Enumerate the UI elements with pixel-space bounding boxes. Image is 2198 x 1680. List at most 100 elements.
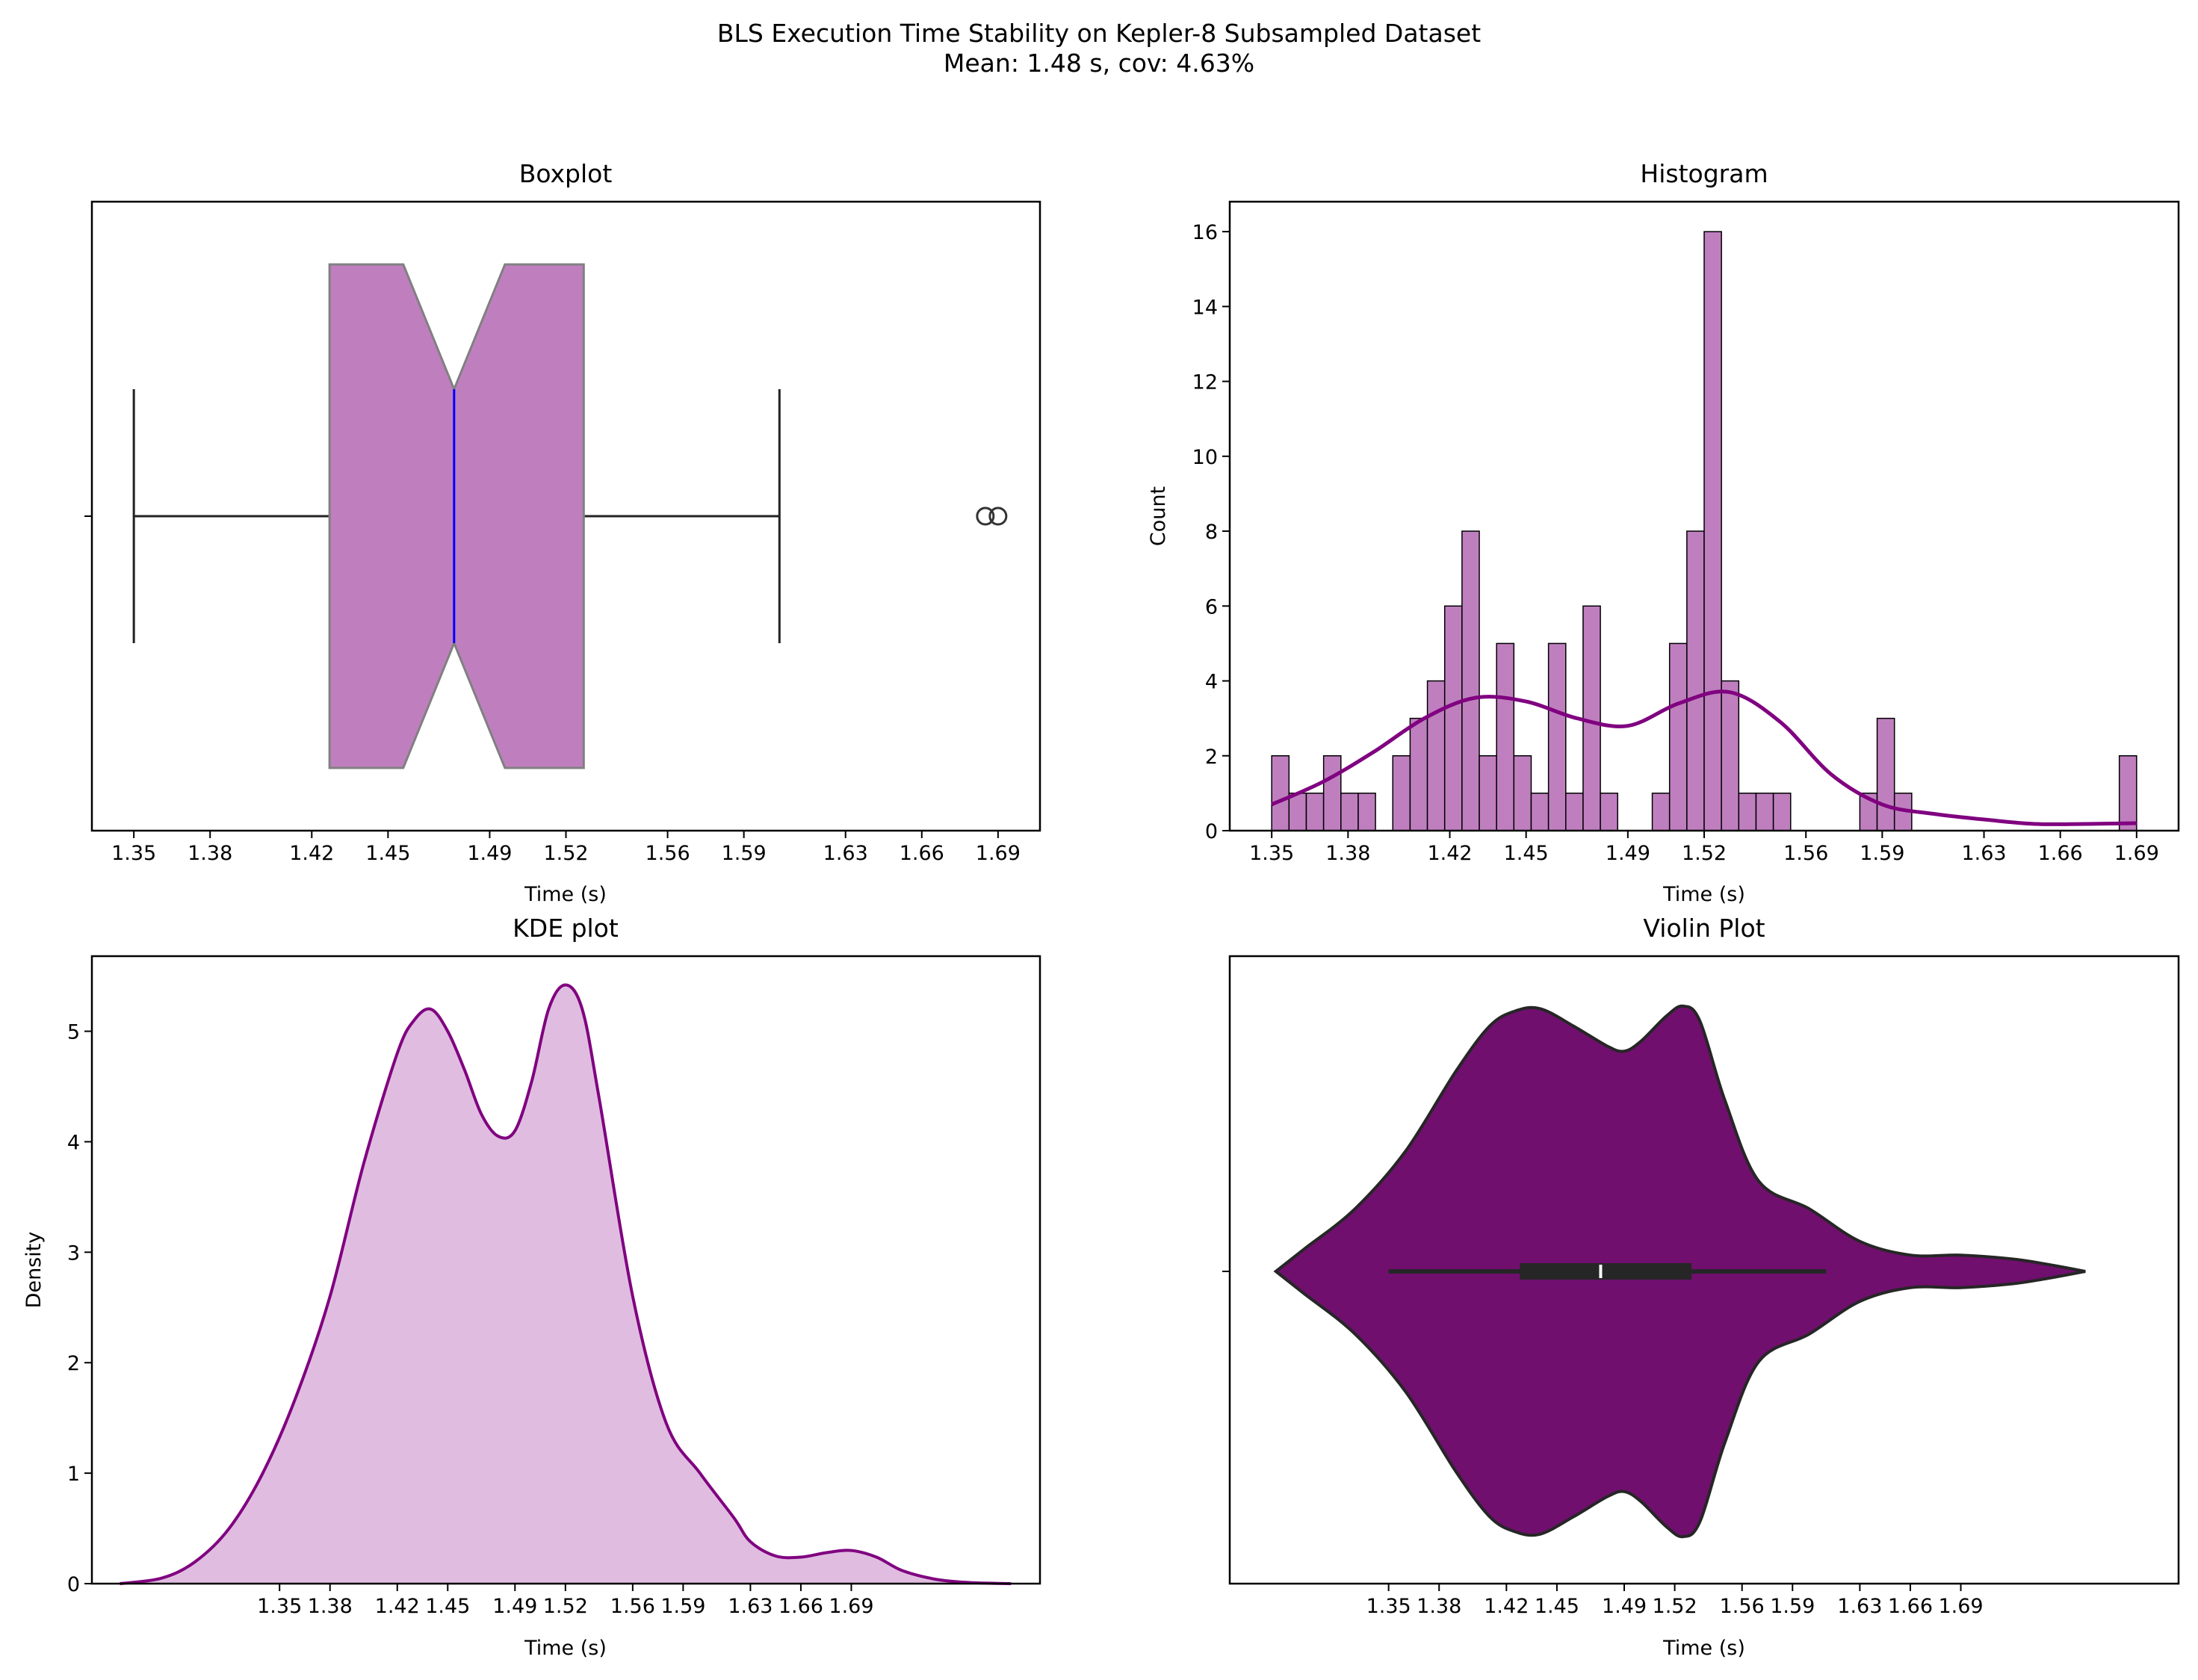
histogram-xtick-label: 1.42 xyxy=(1427,842,1472,865)
histogram-bar xyxy=(1443,605,1463,831)
histogram-bar xyxy=(1461,530,1480,831)
figure-subtitle: Mean: 1.48 s, cov: 4.63% xyxy=(944,49,1254,78)
histogram-bar xyxy=(1600,793,1618,831)
histogram-bar xyxy=(1738,793,1757,831)
histogram-bar xyxy=(1513,755,1532,831)
histogram-bar xyxy=(1547,642,1567,831)
boxplot-xlabel: Time (s) xyxy=(524,883,607,906)
histogram-bar xyxy=(1322,755,1342,831)
histogram-bar xyxy=(1479,755,1497,831)
histogram-xtick-label: 1.35 xyxy=(1249,842,1294,865)
kde-xtick-label: 1.38 xyxy=(308,1595,353,1618)
violin-xtick-label: 1.52 xyxy=(1653,1595,1697,1618)
violin-xtick-label: 1.59 xyxy=(1770,1595,1815,1618)
histogram-bar xyxy=(1340,793,1359,831)
kde-ytick-label: 3 xyxy=(67,1242,80,1265)
kde-ytick-label: 5 xyxy=(67,1021,80,1044)
violin-xlabel: Time (s) xyxy=(1662,1637,1745,1660)
boxplot-panel: Boxplot 1.35 1.38 1.42 1.45 1.49 1.52 1.56 1.59… xyxy=(84,159,1041,906)
kde-xlabel: Time (s) xyxy=(524,1637,607,1660)
boxplot-xtick-label: 1.52 xyxy=(543,842,588,865)
histogram-bar xyxy=(1288,793,1307,831)
histogram-bar xyxy=(1271,755,1290,831)
histogram-xtick-label: 1.38 xyxy=(1325,842,1370,865)
kde-xtick-label: 1.45 xyxy=(425,1595,470,1618)
boxplot-box xyxy=(328,263,585,769)
histogram-ytick-label: 14 xyxy=(1192,296,1218,319)
boxplot-outlier-point xyxy=(976,506,995,526)
kde-xtick-label: 1.49 xyxy=(492,1595,537,1618)
histogram-bar xyxy=(1668,642,1688,831)
kde-line xyxy=(120,983,1012,1585)
histogram-bar xyxy=(1358,793,1376,831)
kde-xtick-label: 1.42 xyxy=(375,1595,420,1618)
boxplot-axes-frame xyxy=(90,200,1041,832)
violin-xtick-label: 1.35 xyxy=(1366,1595,1411,1618)
violin-xtick-label: 1.49 xyxy=(1602,1595,1647,1618)
histogram-bar xyxy=(1565,793,1584,831)
violin-xtick-label: 1.38 xyxy=(1417,1595,1461,1618)
histogram-kde-line xyxy=(1271,689,2137,826)
histogram-axes-frame xyxy=(1228,200,2180,832)
boxplot-xtick-label: 1.63 xyxy=(823,842,868,865)
boxplot-outlier-point xyxy=(988,506,1008,526)
histogram-ytick-label: 8 xyxy=(1205,521,1218,544)
histogram-xtick-label: 1.63 xyxy=(1961,842,2006,865)
boxplot-xtick-label: 1.49 xyxy=(467,842,512,865)
histogram-bar xyxy=(1496,642,1515,831)
boxplot-xtick-label: 1.35 xyxy=(111,842,156,865)
kde-ytick-label: 1 xyxy=(67,1463,80,1486)
kde-ytick-label: 2 xyxy=(67,1352,80,1375)
violin-xtick-label: 1.42 xyxy=(1484,1595,1529,1618)
violin-xtick-label: 1.56 xyxy=(1720,1595,1765,1618)
histogram-xtick-label: 1.69 xyxy=(2114,842,2159,865)
kde-xtick-label: 1.56 xyxy=(610,1595,655,1618)
histogram-ytick-label: 16 xyxy=(1192,221,1218,244)
histogram-xlabel: Time (s) xyxy=(1662,883,1745,906)
histogram-bar xyxy=(1703,231,1722,831)
kde-ytick-label: 0 xyxy=(67,1573,80,1596)
histogram-bar xyxy=(1721,680,1740,831)
histogram-bar xyxy=(1582,605,1601,831)
figure-title: BLS Execution Time Stability on Kepler-8… xyxy=(717,19,1481,48)
histogram-bar xyxy=(1409,717,1428,831)
histogram-xtick-label: 1.56 xyxy=(1783,842,1828,865)
boxplot-xtick-label: 1.38 xyxy=(188,842,232,865)
kde-ytick-label: 4 xyxy=(67,1131,80,1154)
violin-axes-frame xyxy=(1228,955,2180,1585)
histogram-ytick-label: 6 xyxy=(1205,595,1218,619)
violin-xtick-label: 1.69 xyxy=(1938,1595,1983,1618)
histogram-xtick-label: 1.66 xyxy=(2038,842,2083,865)
histogram-bar xyxy=(1530,793,1550,831)
violin-panel: Violin Plot 1.35 1.38 1.42 1.45 1.49 1.52 1.56… xyxy=(1222,914,2180,1660)
kde-xtick-label: 1.69 xyxy=(829,1595,873,1618)
violin-iqr-box xyxy=(1520,1263,1692,1280)
histogram-xtick-label: 1.49 xyxy=(1606,842,1650,865)
kde-ylabel: Density xyxy=(22,1232,46,1309)
histogram-ytick-label: 2 xyxy=(1205,746,1218,769)
histogram-ytick-label: 12 xyxy=(1192,371,1218,394)
boxplot-xtick-label: 1.66 xyxy=(900,842,944,865)
histogram-bar xyxy=(1651,793,1671,831)
kde-xtick-label: 1.52 xyxy=(543,1595,588,1618)
boxplot-xtick-label: 1.42 xyxy=(289,842,334,865)
histogram-bar xyxy=(1305,793,1325,831)
histogram-bar xyxy=(1876,717,1895,831)
boxplot-xtick-label: 1.56 xyxy=(646,842,690,865)
histogram-ylabel: Count xyxy=(1147,486,1170,546)
histogram-ytick-label: 10 xyxy=(1192,446,1218,469)
kde-xtick-label: 1.35 xyxy=(257,1595,302,1618)
histogram-panel: Histogram 1.35 1.38 1.42 1.45 1.49 1.52 1.56 1.… xyxy=(1147,159,2180,906)
kde-panel: KDE plot 1.35 1.38 1.42 1.45 1.49 1.52 1.56 1.5… xyxy=(22,914,1041,1660)
histogram-xtick-label: 1.52 xyxy=(1682,842,1727,865)
violin-xtick-label: 1.66 xyxy=(1888,1595,1933,1618)
histogram-bar xyxy=(1426,680,1446,831)
kde-xtick-label: 1.59 xyxy=(660,1595,705,1618)
violin-xtick-label: 1.63 xyxy=(1837,1595,1882,1618)
histogram-ytick-label: 0 xyxy=(1205,820,1218,843)
histogram-xtick-label: 1.45 xyxy=(1504,842,1549,865)
histogram-ytick-label: 4 xyxy=(1205,671,1218,694)
histogram-xtick-label: 1.59 xyxy=(1860,842,1904,865)
boxplot-xtick-label: 1.45 xyxy=(365,842,410,865)
